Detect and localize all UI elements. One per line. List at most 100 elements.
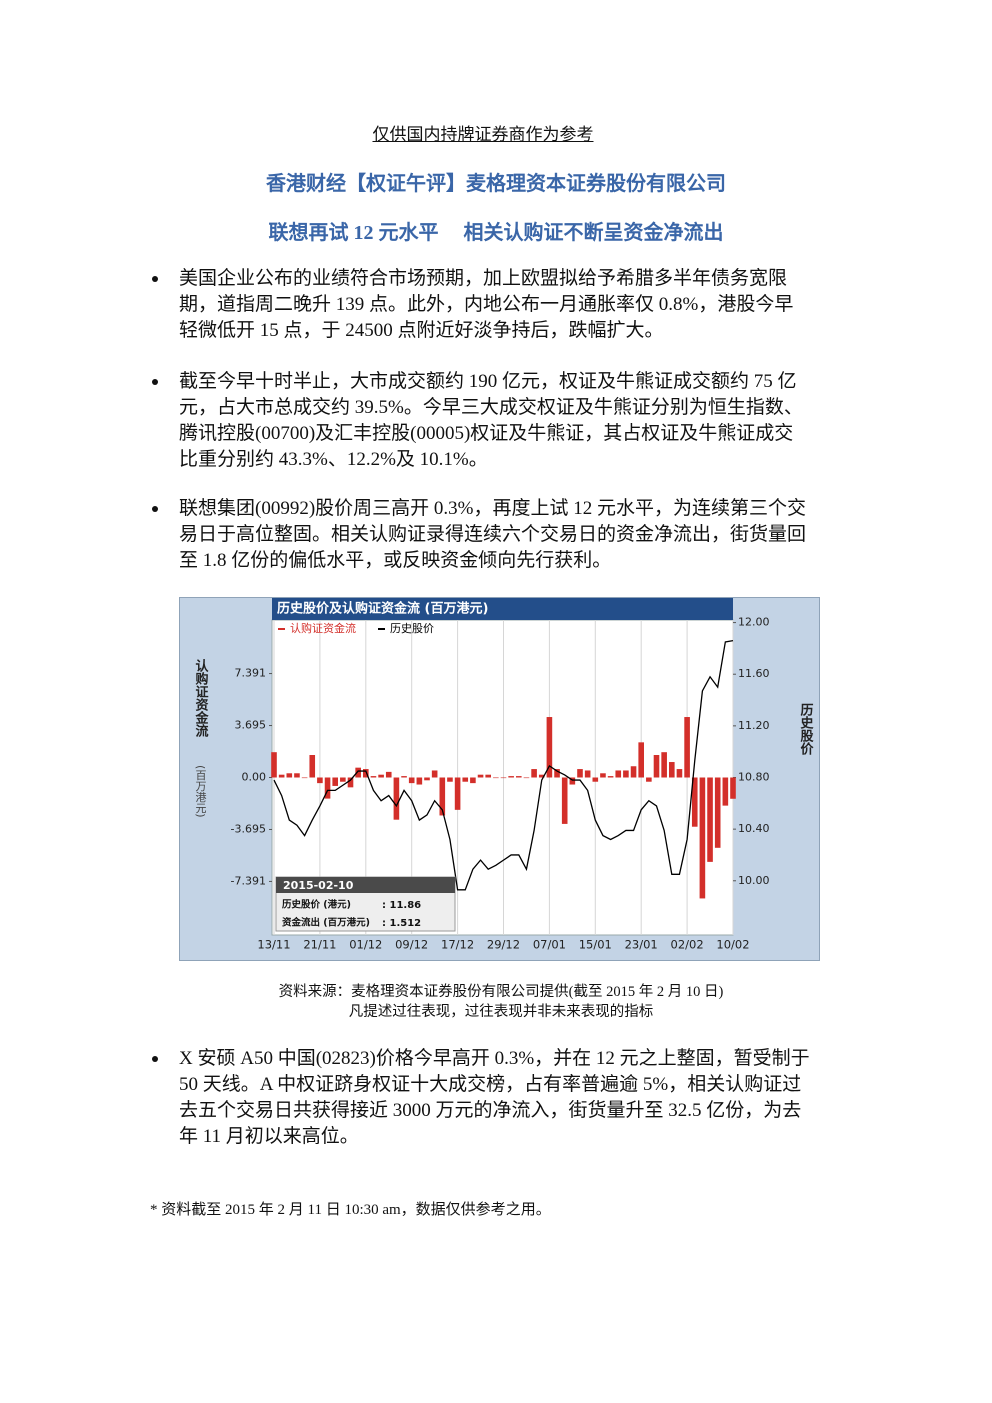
x-tick-label: 29/12 bbox=[487, 938, 520, 952]
chart: 历史股价及认购证资金流 (百万港元) 认购证资金流 (百万港元) 历史股价 13… bbox=[179, 597, 820, 961]
bullet-line: 元，占大市总成交约 39.5%。今早三大成交权证及牛熊证分别为恒生指数、 bbox=[179, 397, 803, 418]
bullet-line: 年 11 月初以来高位。 bbox=[179, 1126, 359, 1147]
bar bbox=[699, 777, 706, 899]
x-tick-label: 17/12 bbox=[441, 938, 474, 952]
bar bbox=[638, 742, 644, 778]
bullet: X 安硕 A50 中国(02823)价格今早高开 0.3%，并在 12 元之上整… bbox=[152, 1046, 810, 1150]
bar bbox=[485, 774, 491, 778]
bullet-line: 腾讯控股(00700)及汇丰控股(00005)权证及牛熊证，其占权证及牛熊证成交 bbox=[179, 423, 794, 444]
bar bbox=[355, 767, 361, 778]
footnote: * 资料截至 2015 年 2 月 11 日 10:30 am，数据仅供参考之用… bbox=[150, 1202, 551, 1218]
bar bbox=[324, 777, 331, 799]
bar bbox=[363, 769, 369, 778]
y2-axis-label: 历史股价 bbox=[798, 703, 814, 756]
chart-title: 历史股价及认购证资金流 (百万港元) bbox=[277, 601, 488, 617]
bullet-line: 期，道指周二晚升 139 点。此外，内地公布一月通胀率仅 0.8%，港股今早 bbox=[179, 294, 794, 315]
x-tick-label: 01/12 bbox=[349, 938, 382, 952]
bar bbox=[561, 777, 568, 824]
bar bbox=[309, 755, 316, 778]
bar bbox=[714, 777, 721, 848]
bar bbox=[470, 777, 476, 784]
bar bbox=[722, 777, 729, 806]
bar bbox=[607, 776, 614, 778]
bar bbox=[730, 777, 736, 799]
bar bbox=[294, 773, 300, 778]
bar bbox=[508, 776, 514, 778]
y2-tick-label: 10.00 bbox=[738, 874, 770, 887]
y2-tick-label: 12.00 bbox=[738, 616, 770, 629]
bullet-line: X 安硕 A50 中国(02823)价格今早高开 0.3%，并在 12 元之上整… bbox=[179, 1048, 810, 1069]
y-tick-label: 7.391 bbox=[235, 667, 267, 680]
bullet-line: 易日于高位整固。相关认购证录得连续六个交易日的资金净流出，街货量回 bbox=[179, 524, 807, 545]
x-tick-label: 09/12 bbox=[395, 938, 428, 952]
tooltip-label: 资金流出 (百万港元) bbox=[282, 917, 370, 929]
bar bbox=[317, 777, 323, 784]
x-tick-label: 13/11 bbox=[257, 938, 290, 952]
bullet: 联想集团(00992)股价周三高开 0.3%，再度上试 12 元水平，为连续第三… bbox=[152, 496, 807, 574]
bar bbox=[401, 776, 407, 778]
bar bbox=[408, 777, 415, 784]
bullet-line: 比重分别约 43.3%、12.2%及 10.1%。 bbox=[179, 449, 488, 470]
bar bbox=[370, 776, 377, 778]
x-tick-label: 02/02 bbox=[671, 938, 704, 952]
x-tick-label: 07/01 bbox=[533, 938, 566, 952]
y-tick-label: 0.00 bbox=[242, 771, 267, 784]
bar bbox=[431, 770, 438, 778]
bar bbox=[393, 777, 400, 820]
bar bbox=[684, 717, 690, 778]
y-tick-label: -3.695 bbox=[231, 822, 266, 835]
bar bbox=[447, 777, 453, 782]
bar bbox=[577, 769, 583, 778]
bar bbox=[630, 766, 637, 778]
bar bbox=[538, 774, 545, 778]
bullet-dot bbox=[152, 379, 158, 385]
bullet: 美国企业公布的业绩符合市场预期，加上欧盟拟给予希腊多半年债务宽限 期，道指周二晚升… bbox=[152, 266, 794, 344]
bar bbox=[500, 777, 507, 779]
y-tick-label: -7.391 bbox=[231, 874, 266, 887]
bar bbox=[424, 777, 430, 781]
x-tick-label: 10/02 bbox=[716, 938, 749, 952]
bar bbox=[385, 771, 392, 778]
bar bbox=[592, 777, 599, 782]
tooltip: 2015-02-10 历史股价 (港元) : 11.86 资金流出 (百万港元) : 1… bbox=[275, 876, 456, 932]
title: 香港财经【权证午评】麦格理资本证券股份有限公司 bbox=[266, 173, 726, 195]
x-tick-label: 15/01 bbox=[579, 938, 612, 952]
y-axis-unit: (百万港元) bbox=[194, 765, 207, 818]
y2-tick-label: 10.40 bbox=[738, 822, 770, 835]
bullet-line: 50 天线。A 中权证跻身权证十大成交榜，占有率普遍逾 5%，相关认购证过 bbox=[179, 1074, 802, 1095]
bar bbox=[516, 776, 522, 778]
bullet-line: 轻微低开 15 点，于 24500 点附近好淡争持后，跌幅扩大。 bbox=[179, 320, 664, 341]
bullet-dot bbox=[152, 276, 158, 282]
bar bbox=[546, 717, 553, 778]
bar bbox=[332, 777, 338, 786]
bar bbox=[271, 752, 277, 778]
title-bar bbox=[272, 598, 733, 620]
tooltip-value: : 1.512 bbox=[382, 918, 421, 929]
bar bbox=[623, 770, 629, 778]
bar bbox=[707, 777, 713, 862]
bar bbox=[301, 777, 308, 779]
bullet-line: 至 1.8 亿份的偏低水平，或反映资金倾向先行获利。 bbox=[179, 550, 612, 571]
x-tick-label: 23/01 bbox=[625, 938, 658, 952]
bar bbox=[340, 777, 346, 782]
bullet-line: 去五个交易日共获得接近 3000 万元的净流入，街货量升至 32.5 亿份，为去 bbox=[179, 1100, 802, 1121]
tooltip-value: : 11.86 bbox=[382, 900, 421, 911]
tooltip-label: 历史股价 (港元) bbox=[282, 899, 351, 911]
y2-tick-label: 11.20 bbox=[738, 719, 770, 732]
bar bbox=[278, 774, 285, 778]
caption-line: 资料来源：麦格理资本证券股份有限公司提供(截至 2015 年 2 月 10 日) bbox=[278, 984, 724, 1000]
caption-line: 凡提述过往表现，过往表现并非未来表现的指标 bbox=[348, 1004, 654, 1020]
legend-label: 认购证资金流 bbox=[290, 621, 356, 635]
bar bbox=[523, 777, 530, 779]
y2-tick-label: 10.80 bbox=[738, 771, 770, 784]
bar bbox=[378, 774, 384, 778]
bar bbox=[600, 773, 606, 778]
bar bbox=[653, 755, 660, 778]
bullet-line: 截至今早十时半止，大市成交额约 190 亿元，权证及牛熊证成交额约 75 亿 bbox=[179, 371, 797, 392]
bar bbox=[477, 774, 484, 778]
bullet-dot bbox=[152, 1056, 158, 1062]
tooltip-date: 2015-02-10 bbox=[283, 879, 354, 892]
subtitle: 联想再试 12 元水平 相关认购证不断呈资金净流出 bbox=[268, 222, 724, 244]
bar bbox=[531, 769, 537, 778]
